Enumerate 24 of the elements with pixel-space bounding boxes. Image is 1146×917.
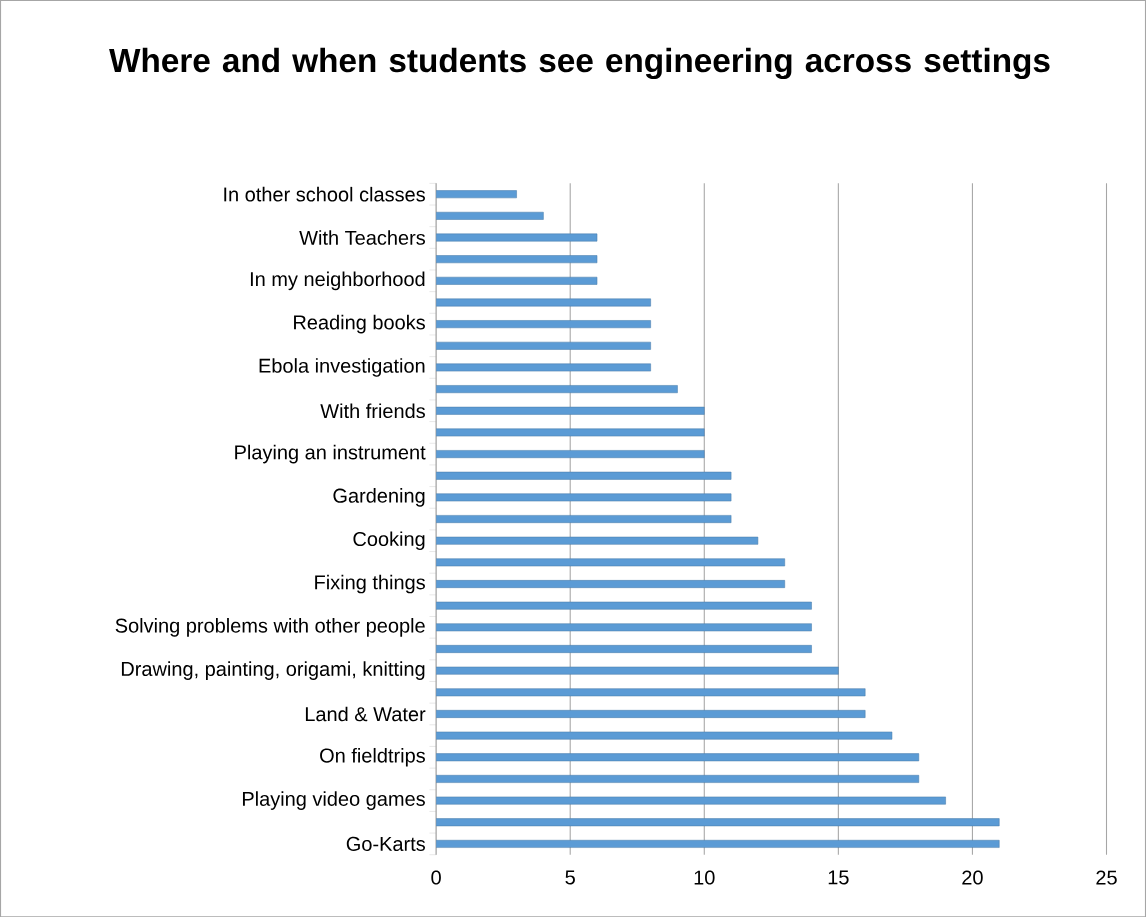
x-tick-label: 10 — [694, 870, 715, 885]
y-tick-label: Fixing things — [315, 574, 425, 594]
x-tick-label: 25 — [1096, 870, 1117, 885]
y-tick-label: In other school classes — [224, 186, 425, 202]
y-tick-label: With Teachers — [299, 230, 426, 245]
y-tick-label: Gardening — [333, 487, 425, 507]
y-tick-label: Playing video games — [242, 791, 425, 810]
x-tick-label: 15 — [828, 870, 849, 885]
y-tick-label: In my neighborhood — [250, 271, 425, 291]
y-tick-label: On fieldtrips — [320, 747, 425, 767]
y-tick-label: Solving problems with other people — [115, 617, 425, 637]
y-tick-label: Go-Karts — [346, 836, 425, 851]
y-tick-label: With friends — [320, 403, 425, 418]
y-tick-label: Playing an instrument — [235, 444, 426, 464]
y-tick-label: Cooking — [353, 531, 425, 550]
x-tick-label: 20 — [962, 870, 983, 885]
chart-title: Where and when students see engineering across settings — [109, 47, 1050, 79]
bar — [436, 233, 598, 242]
y-tick-label: Ebola investigation — [259, 358, 425, 377]
y-tick-label: Land & Water — [305, 706, 426, 722]
x-tick-label: 5 — [565, 870, 575, 885]
x-tick-label: 0 — [431, 870, 441, 885]
y-tick-label: Reading books — [294, 314, 425, 334]
y-tick-label: Drawing, painting, origami, knitting — [121, 661, 425, 680]
